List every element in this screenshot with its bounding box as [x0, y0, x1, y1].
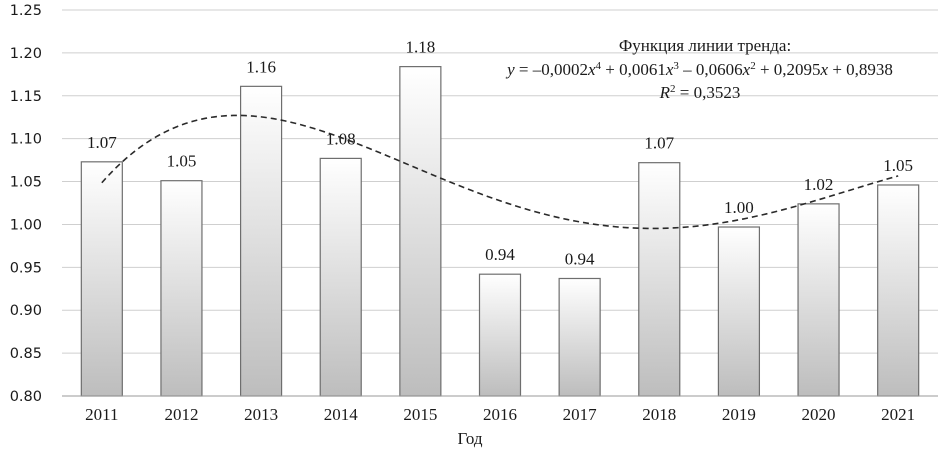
bar — [160, 180, 203, 397]
y-tick-label: 1.00 — [10, 217, 42, 233]
y-tick-label: 1.10 — [10, 132, 42, 148]
data-label: 1.18 — [405, 38, 435, 57]
y-tick-label: 0.90 — [10, 303, 42, 319]
bar — [717, 226, 761, 397]
x-axis-title: Год — [458, 429, 483, 448]
gridlines — [62, 9, 938, 354]
x-tick-label: 2018 — [642, 405, 676, 424]
x-axis-ticks: 2011 2012 2013 2014 2015 2016 2017 2018 2019 2020… — [85, 405, 915, 424]
data-label: 1.08 — [326, 129, 356, 148]
x-tick-label: 2017 — [563, 405, 598, 424]
bar — [877, 184, 920, 397]
bar — [80, 161, 123, 397]
data-label: 1.07 — [87, 133, 117, 152]
y-tick-label: 1.25 — [10, 3, 42, 19]
bar — [319, 157, 362, 397]
data-label: 1.05 — [167, 152, 197, 171]
x-tick-label: 2014 — [324, 405, 359, 424]
data-label: 1.05 — [883, 156, 913, 175]
data-label: 0.94 — [485, 245, 515, 264]
x-tick-label: 2016 — [483, 405, 517, 424]
y-tick-label: 1.20 — [10, 46, 42, 62]
x-tick-label: 2012 — [164, 405, 198, 424]
x-tick-label: 2020 — [802, 405, 836, 424]
bar — [399, 66, 442, 397]
y-tick-label: 0.85 — [10, 346, 42, 362]
trendline — [101, 114, 899, 230]
r-squared-value: 0,3523 — [694, 83, 741, 102]
data-label: 0.94 — [565, 249, 595, 268]
bar — [797, 203, 840, 397]
bar — [558, 277, 601, 397]
data-label: 1.02 — [804, 175, 834, 194]
x-tick-label: 2021 — [881, 405, 915, 424]
data-labels: 1.07 1.05 1.16 1.08 1.18 0.94 0.94 1.07 1.00 1.02… — [87, 38, 913, 269]
x-tick-label: 2013 — [244, 405, 278, 424]
y-tick-label: 1.05 — [10, 175, 42, 191]
x-tick-label: 2019 — [722, 405, 756, 424]
y-axis-ticks: 0.80 0.85 0.90 0.95 1.00 1.05 1.10 1.15 1.20 1.25 — [10, 3, 42, 405]
bar — [638, 162, 681, 397]
bar — [239, 85, 283, 397]
trendline-title: Функция линии тренда: — [619, 36, 791, 55]
bar — [478, 273, 522, 397]
y-tick-label: 0.80 — [10, 389, 42, 405]
bars — [80, 66, 920, 397]
trendline-equation: y = –0,0002x4 + 0,0061x3 – 0,0606x2 + 0,… — [505, 60, 893, 79]
data-label: 1.00 — [724, 198, 754, 217]
data-label: 1.16 — [246, 57, 276, 76]
y-tick-label: 1.15 — [10, 89, 42, 105]
data-label: 1.07 — [644, 134, 674, 153]
y-tick-label: 0.95 — [10, 260, 42, 276]
trendline-r-squared: R2 = 0,3523 — [659, 83, 741, 102]
x-tick-label: 2011 — [85, 405, 118, 424]
x-tick-label: 2015 — [403, 405, 437, 424]
trendline-annotation: Функция линии тренда: y = –0,0002x4 + 0,… — [505, 36, 893, 102]
